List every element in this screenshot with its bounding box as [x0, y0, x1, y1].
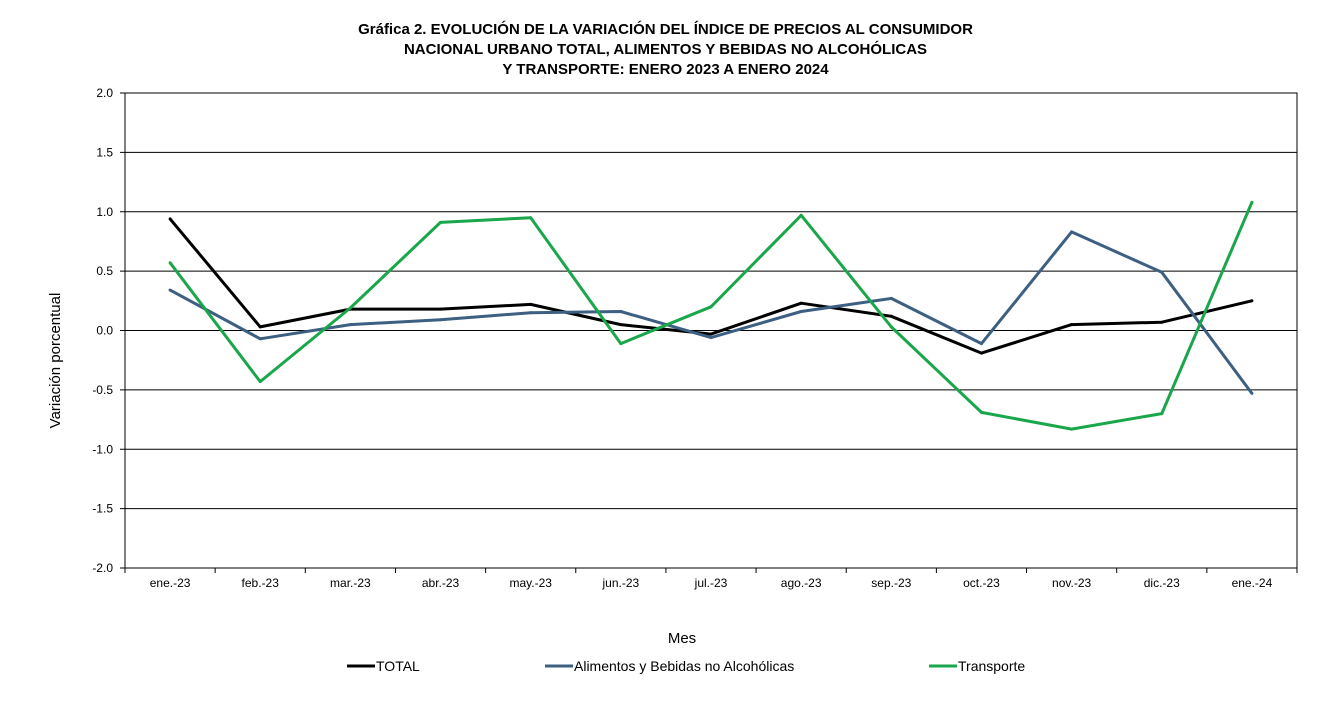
x-tick-label: mar.-23 [330, 576, 371, 590]
chart-title: Gráfica 2. EVOLUCIÓN DE LA VARIACIÓN DEL… [0, 20, 1331, 80]
chart-title-line-3: Y TRANSPORTE: ENERO 2023 A ENERO 2024 [502, 61, 829, 78]
series-point-0 [980, 351, 983, 355]
x-axis-ticks: ene.-23 feb.-23 mar.-23 abr.-23 may.-23 jun.-… [124, 568, 1298, 590]
series-point-1 [619, 310, 623, 313]
x-tick-label: oct.-23 [963, 576, 1000, 590]
x-tick-label: dic.-23 [1144, 576, 1180, 590]
y-tick-label: -2.0 [92, 561, 113, 575]
x-tick-label: may.-23 [509, 576, 552, 590]
series-point-1 [348, 323, 352, 327]
series-point-2 [348, 306, 352, 310]
series-point-2 [529, 216, 533, 220]
x-tick-label: abr.-23 [422, 576, 460, 590]
series-line-2 [168, 201, 1254, 431]
series-point-1 [529, 311, 533, 315]
y-axis-ticks: 2.0 1.5 1.0 0.5 0.0 -0.5 -1.0 -1.5 -2.0 [92, 86, 125, 575]
x-tick-label: jul.-23 [694, 576, 728, 590]
series-point-1 [1250, 391, 1254, 395]
series-point-0 [529, 302, 533, 306]
series-point-1 [709, 336, 713, 340]
series-point-0 [258, 325, 262, 329]
series-point-1 [799, 310, 803, 313]
y-tick-label: -1.5 [92, 502, 113, 516]
y-tick-label: -0.5 [92, 383, 113, 397]
x-tick-label: ene.-24 [1232, 576, 1273, 590]
x-tick-label: ago.-23 [781, 576, 822, 590]
chart-title-line-1: Gráfica 2. EVOLUCIÓN DE LA VARIACIÓN DEL… [358, 21, 973, 38]
y-tick-label: 0.5 [96, 264, 113, 278]
series-point-2 [1160, 412, 1164, 416]
series-point-2 [439, 220, 442, 224]
series-point-0 [1160, 320, 1164, 324]
x-axis-title: Mes [668, 630, 696, 647]
series-point-1 [1160, 270, 1164, 274]
legend: TOTAL Alimentos y Bebidas no Alcohólicas T… [347, 658, 1025, 674]
series-point-0 [168, 217, 172, 221]
x-tick-label: jun.-23 [601, 576, 639, 590]
y-tick-label: -1.0 [92, 442, 113, 456]
x-tick-label: ene.-23 [150, 576, 191, 590]
legend-label-0: TOTAL [376, 658, 420, 674]
legend-label-2: Transporte [958, 658, 1025, 674]
series-point-1 [439, 318, 442, 322]
series-lines [168, 200, 1254, 431]
y-tick-label: 1.5 [96, 145, 113, 159]
series-point-2 [1070, 427, 1074, 431]
x-tick-label: sep.-23 [871, 576, 911, 590]
series-point-0 [619, 323, 623, 327]
x-tick-label: nov.-23 [1052, 576, 1091, 590]
y-tick-label: 1.0 [96, 205, 113, 219]
series-point-2 [980, 410, 983, 414]
series-point-0 [709, 332, 713, 336]
series-point-2 [889, 325, 893, 329]
series-point-0 [1250, 299, 1254, 303]
series-point-0 [1070, 323, 1074, 327]
y-tick-label: 2.0 [96, 86, 113, 100]
series-point-2 [258, 380, 262, 384]
series-point-1 [1070, 230, 1074, 234]
series-point-1 [168, 288, 172, 292]
series-point-2 [709, 305, 713, 309]
series-point-0 [889, 314, 893, 318]
series-point-0 [439, 307, 442, 311]
series-point-1 [889, 296, 893, 300]
series-point-2 [1250, 200, 1254, 204]
x-tick-label: feb.-23 [242, 576, 280, 590]
grid-lines [125, 92, 1297, 569]
chart-title-line-2: NACIONAL URBANO TOTAL, ALIMENTOS Y BEBID… [403, 41, 928, 58]
series-point-2 [619, 342, 623, 346]
series-point-2 [168, 261, 172, 265]
y-axis-title: Variación porcentual [47, 293, 64, 429]
series-point-1 [980, 342, 983, 346]
series-point-2 [799, 213, 803, 217]
series-point-0 [799, 301, 803, 305]
legend-label-1: Alimentos y Bebidas no Alcohólicas [574, 658, 794, 674]
series-point-1 [258, 337, 262, 341]
y-tick-label: 0.0 [96, 324, 113, 338]
